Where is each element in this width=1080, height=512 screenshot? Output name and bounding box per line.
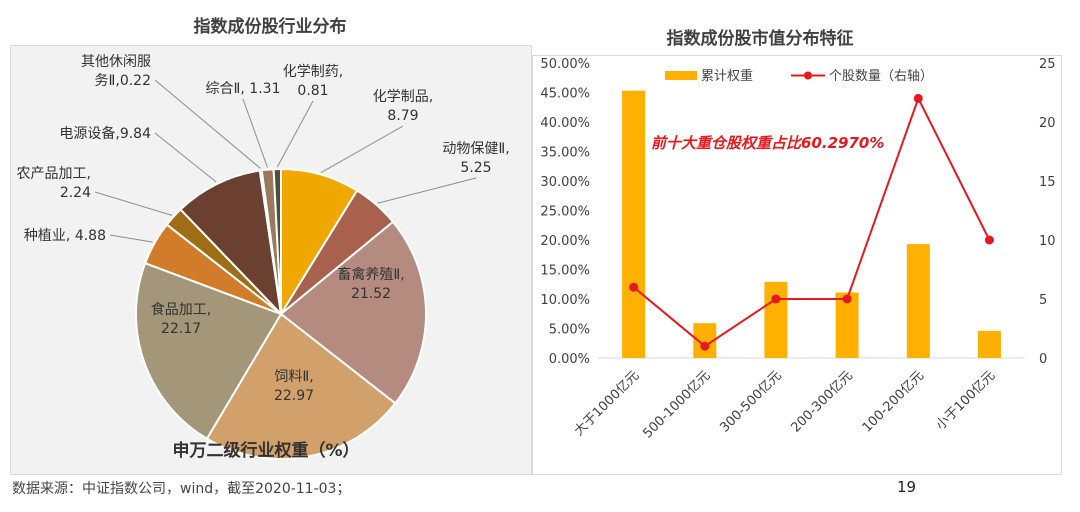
pie-data-label: 种植业, 4.88	[24, 228, 106, 244]
left-axis-tick-label: 0.00%	[549, 352, 590, 367]
left-axis-tick-label: 45.00%	[540, 87, 590, 102]
left-axis-tick-label: 20.00%	[540, 234, 590, 249]
pie-slice	[135, 261, 283, 441]
pie-data-label: 饲料Ⅱ,	[274, 369, 313, 385]
pie-slice	[272, 167, 282, 315]
pie-data-label: 农产品加工,	[17, 166, 91, 182]
pie-leader-line	[154, 79, 261, 169]
pie-leader-line	[276, 100, 314, 168]
pie-data-label: 其他休闲服	[81, 54, 151, 70]
line-point-stock-count	[842, 294, 852, 304]
line-point-stock-count	[629, 282, 639, 292]
pie-leader-line	[154, 132, 217, 183]
right-axis-tick-label: 5	[1039, 293, 1047, 308]
left-axis-tick-label: 25.00%	[540, 205, 590, 220]
pie-slice	[279, 220, 427, 405]
pie-data-label: 务Ⅱ,0.22	[94, 73, 151, 89]
legend-label-line: 个股数量（右轴）	[829, 69, 933, 84]
pie-data-label: 22.97	[274, 388, 314, 404]
pie-leader-line	[94, 191, 173, 216]
pie-chart-panel: 化学制品, 8.79 动物保健Ⅱ, 5.25 畜禽养殖Ⅱ, 21.52 饲料Ⅱ, 22.97 食…	[10, 45, 532, 475]
pie-chart-title: 指数成份股行业分布	[193, 17, 347, 37]
bar-line-chart: 0.00% 5.00% 10.00% 15.00% 20.00% 25.00% 30.00%…	[540, 57, 1056, 441]
pie-slice	[205, 312, 397, 460]
bar-cumulative-weight	[764, 281, 788, 358]
left-axis-tick-label: 5.00%	[549, 323, 590, 338]
legend-label-bar: 累计权重	[701, 68, 753, 84]
pie-subtitle: 申万二级行业权重（%）	[172, 440, 359, 461]
right-axis-tick-label: 10	[1039, 234, 1056, 249]
bar-line-chart-panel: 0.00% 5.00% 10.00% 15.00% 20.00% 25.00% 30.00%…	[532, 55, 1062, 475]
left-axis-tick-label: 10.00%	[540, 293, 590, 308]
line-point-stock-count	[771, 294, 781, 304]
x-axis-category-label: 大于1000亿元	[572, 368, 643, 439]
pie-data-label: 畜禽养殖Ⅱ,	[337, 266, 404, 283]
bar-cumulative-weight	[835, 292, 859, 358]
pie-leader-line	[242, 98, 268, 168]
x-axis-category-label: 500-1000亿元	[640, 368, 713, 441]
pie-slice	[179, 169, 283, 317]
pie-data-label: 21.52	[351, 286, 391, 302]
right-axis-tick-label: 0	[1039, 352, 1047, 367]
pie-data-label: 电源设备,9.84	[59, 125, 151, 142]
x-axis-category-label: 300-500亿元	[717, 368, 784, 435]
bar-cumulative-weight	[693, 323, 717, 358]
left-axis-tick-label: 15.00%	[540, 264, 590, 279]
pie-leader-line	[320, 125, 404, 174]
pie-data-label: 化学制药,	[283, 64, 343, 80]
x-axis-category-label: 100-200亿元	[860, 368, 927, 435]
left-axis-tick-label: 35.00%	[540, 146, 590, 161]
pie-data-label: 动物保健Ⅱ,	[442, 141, 509, 157]
left-axis-tick-label: 40.00%	[540, 116, 590, 131]
source-note: 数据来源：中证指数公司，wind，截至2020-11-03；	[12, 481, 351, 497]
legend-swatch-marker	[804, 71, 812, 80]
bar-chart-title: 指数成份股市值分布特征	[666, 29, 854, 49]
page-number: 19	[897, 478, 917, 496]
pie-chart: 化学制品, 8.79 动物保健Ⅱ, 5.25 畜禽养殖Ⅱ, 21.52 饲料Ⅱ, 22.97 食…	[17, 54, 510, 461]
pie-data-label: 2.24	[60, 185, 91, 201]
left-axis-tick-label: 50.00%	[540, 57, 590, 72]
left-axis-tick-label: 30.00%	[540, 175, 590, 190]
pie-data-label: 22.17	[161, 321, 201, 337]
legend: 累计权重 个股数量（右轴）	[665, 68, 933, 84]
pie-data-label: 0.81	[297, 83, 328, 99]
bar-cumulative-weight	[906, 244, 930, 358]
line-point-stock-count	[913, 93, 923, 103]
pie-leader-line	[377, 177, 477, 204]
pie-data-label: 8.79	[387, 108, 418, 124]
line-point-stock-count	[700, 341, 710, 351]
right-axis-tick-label: 15	[1039, 175, 1056, 190]
pie-data-label: 综合Ⅱ, 1.31	[206, 81, 281, 97]
legend-swatch-bar	[665, 71, 697, 80]
top10-weight-annotation: 前十大重仓股权重占比60.2970%	[651, 134, 884, 152]
line-point-stock-count	[984, 235, 994, 245]
x-axis-category-label: 200-300亿元	[789, 368, 856, 435]
right-axis-tick-label: 25	[1039, 57, 1056, 72]
right-axis-tick-label: 20	[1039, 116, 1056, 131]
pie-leader-line	[109, 234, 153, 243]
line-stock-count	[632, 95, 991, 348]
pie-data-label: 化学制品,	[373, 89, 433, 105]
bar-cumulative-weight	[977, 330, 1001, 358]
pie-data-label: 食品加工,	[151, 301, 211, 318]
x-axis-category-label: 小于100亿元	[933, 368, 998, 433]
bar-cumulative-weight	[622, 90, 646, 358]
pie-data-label: 5.25	[460, 160, 491, 176]
